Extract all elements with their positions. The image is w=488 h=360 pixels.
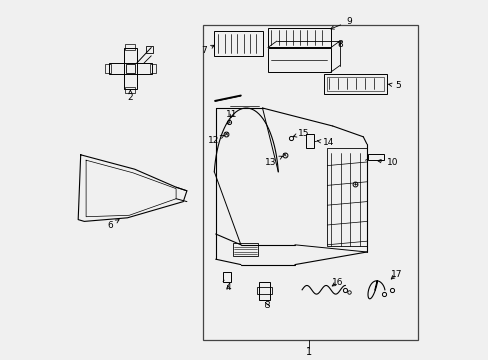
Text: 9: 9 [330,17,351,29]
Text: 13: 13 [264,156,282,166]
Bar [326,148,366,246]
Bar [108,63,152,74]
Text: 7: 7 [201,45,214,55]
Text: 17: 17 [390,270,401,279]
Bar [323,74,386,94]
Bar [105,64,111,73]
Text: 8: 8 [336,40,342,49]
Bar [257,287,271,294]
Text: 16: 16 [331,278,343,287]
Text: 3: 3 [264,301,269,310]
Bar [149,64,155,73]
Text: 2: 2 [127,90,133,102]
Bar [125,87,135,93]
Bar [126,64,134,73]
Text: 11: 11 [225,110,237,119]
Bar [258,282,269,300]
Bar [306,134,314,148]
Text: 4: 4 [225,284,231,292]
Text: 10: 10 [377,158,398,167]
Bar [213,31,262,56]
Bar [367,154,384,160]
Text: 14: 14 [317,138,334,147]
Text: 5: 5 [388,81,400,90]
Bar [267,28,330,47]
Bar [203,25,418,340]
Bar [123,48,137,89]
Text: 15: 15 [293,129,308,138]
Bar [145,46,152,53]
Text: 1: 1 [305,347,311,357]
Bar [223,272,230,282]
Text: 6: 6 [107,220,119,230]
Text: 12: 12 [207,135,224,145]
Bar [326,77,383,91]
Bar [267,48,330,72]
Bar [232,243,258,256]
Bar [125,44,135,50]
